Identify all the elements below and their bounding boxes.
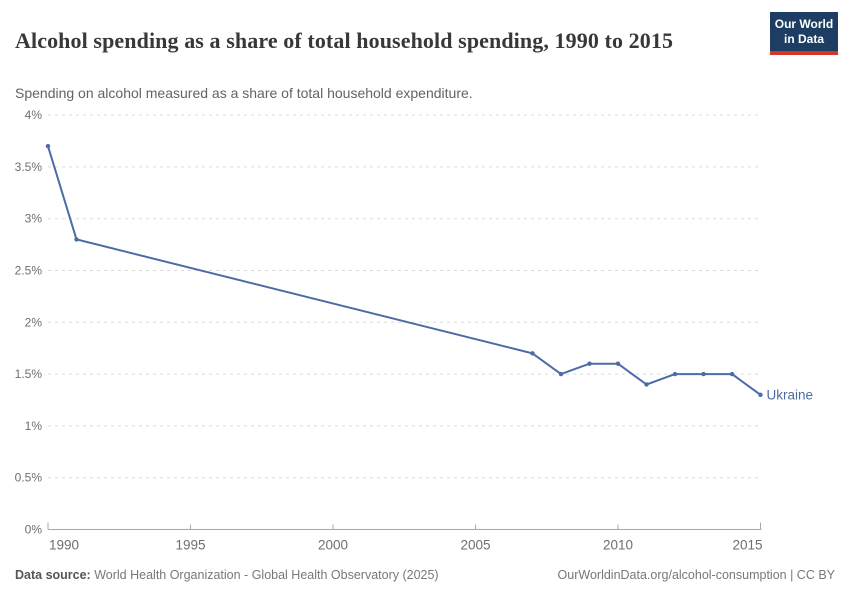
data-point[interactable] [530,351,535,356]
x-axis-tick-label: 1990 [49,538,79,553]
chart-canvas[interactable]: 0% 0.5% 1% 1.5% 2% 2.5% 3% 3.5% 4% 1990 1995 2000 20… [0,98,850,563]
data-point[interactable] [729,371,735,377]
y-axis-tick-label: 4% [25,108,43,122]
data-point[interactable] [587,361,592,366]
x-axis-tick-label: 2015 [732,538,762,553]
data-point[interactable] [758,392,763,398]
y-axis-tick-label: 3.5% [15,160,43,174]
y-axis-tick-label: 0.5% [15,471,43,485]
data-point[interactable] [45,143,51,149]
page-title: Alcohol spending as a share of total hou… [15,27,674,53]
owid-logo[interactable]: Our World in Data [770,12,838,55]
chart-subtitle: Spending on alcohol measured as a share … [15,85,473,101]
x-axis-tick-label: 2000 [318,538,348,553]
series-entity-label[interactable]: Ukraine [767,387,814,402]
data-point[interactable] [558,371,564,377]
data-point[interactable] [74,237,79,242]
data-source-line: Data source: World Health Organization -… [15,568,439,582]
data-point[interactable] [701,371,706,377]
data-source-value: World Health Organization - Global Healt… [94,568,439,582]
y-axis-tick-label: 1% [25,419,43,433]
y-axis-tick-label: 2% [25,315,43,329]
data-source-label: Data source: [15,568,91,582]
y-axis-tick-label: 2.5% [15,264,43,278]
data-point[interactable] [644,382,649,387]
owid-logo-text: Our World in Data [774,16,834,46]
x-axis-tick-label: 2005 [460,538,490,553]
data-point[interactable] [672,371,678,377]
owid-url-link[interactable]: OurWorldinData.org/alcohol-consumption |… [557,568,835,582]
data-point[interactable] [615,361,621,366]
y-axis-tick-label: 3% [25,212,43,226]
y-axis-tick-label: 1.5% [15,367,43,381]
x-axis-tick-label: 2010 [603,538,633,553]
y-axis-tick-label: 0% [25,523,43,537]
x-axis-tick-label: 1995 [175,538,205,553]
